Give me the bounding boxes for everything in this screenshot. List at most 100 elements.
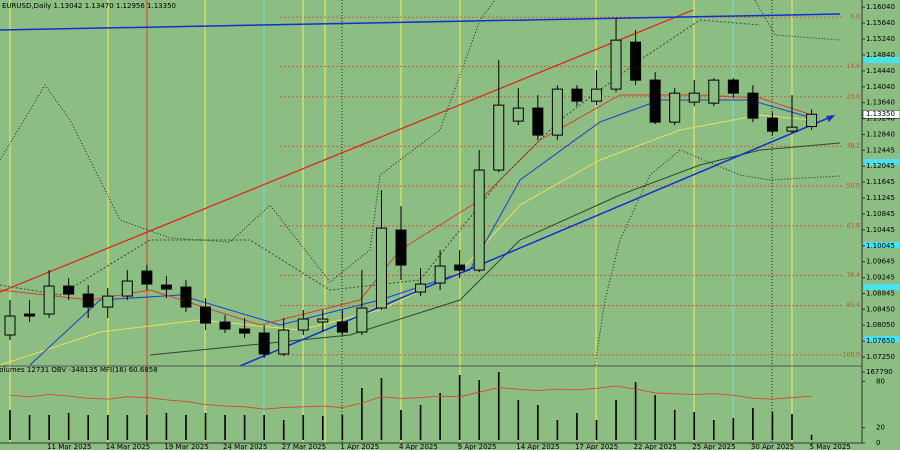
y-tick-label: 1.10045 <box>866 242 895 250</box>
price-label-box <box>862 109 900 119</box>
x-tick-label: 27 Mar 2025 <box>282 443 326 450</box>
candle-body <box>434 265 446 284</box>
candle-body <box>806 113 818 127</box>
fib-label: 23.6 <box>847 93 861 100</box>
y-tick-label: 1.08450 <box>866 305 895 313</box>
axis-marker <box>864 57 900 63</box>
candle-body <box>102 295 114 308</box>
indicator-title: Volumes 12731 OBV -348135 MFI(16) 60.685… <box>0 366 158 374</box>
candle-body <box>336 321 348 333</box>
y-tick-label: 1.14040 <box>866 83 895 91</box>
candle-body <box>630 41 642 81</box>
candle-body <box>395 229 407 266</box>
candle-body <box>239 328 251 334</box>
y-tick-label: 1.10845 <box>866 210 895 218</box>
candle-body <box>180 286 192 308</box>
candle-body <box>727 79 739 94</box>
fib-label: 0.0 <box>850 14 860 21</box>
candle-body <box>278 329 290 355</box>
candle-body <box>160 284 172 290</box>
y-tick-label: 1.16040 <box>866 3 895 11</box>
y-tick-label: 1.15240 <box>866 35 895 43</box>
y-tick-label: 1.07250 <box>866 353 895 361</box>
fib-label: 14.6 <box>847 63 861 70</box>
fib-label: 38.2 <box>847 143 861 150</box>
mfi-line <box>9 385 812 410</box>
x-tick-label: 17 Apr 2025 <box>575 443 618 450</box>
y-tick-label: 1.12445 <box>866 146 895 154</box>
fib-label: 61.8 <box>847 222 861 229</box>
candle-body <box>415 283 427 293</box>
x-tick-label: 11 Mar 2025 <box>47 443 91 450</box>
candle-body <box>258 332 270 355</box>
candle-body <box>454 264 466 271</box>
y-tick-label: 20 <box>876 424 885 432</box>
candle-body <box>121 280 133 297</box>
candle-body <box>493 104 505 171</box>
dotted-line <box>0 19 761 296</box>
y-tick-label: 1.14840 <box>866 51 895 59</box>
candle-body <box>649 79 661 123</box>
y-tick-label: 1.11645 <box>866 178 895 186</box>
candle-body <box>43 285 55 315</box>
fib-label: 50.0 <box>847 183 861 190</box>
candle-body <box>532 107 544 136</box>
y-tick-label: 1.07650 <box>866 337 895 345</box>
arrow-head <box>826 115 835 122</box>
fib-label: 85.4 <box>847 302 861 309</box>
x-tick-label: 30 Apr 2025 <box>751 443 794 450</box>
axis-marker <box>864 242 900 248</box>
y-tick-label: 167790 <box>866 368 893 376</box>
x-tick-label: 22 Apr 2025 <box>634 443 677 450</box>
candle-body <box>297 318 309 331</box>
x-tick-label: 14 Apr 2025 <box>516 443 559 450</box>
candle-body <box>473 169 485 271</box>
candle-body <box>591 88 602 102</box>
candle-body <box>786 126 798 132</box>
candle-body <box>4 315 16 336</box>
candle-body <box>512 107 524 122</box>
fib-label: 76.4 <box>847 272 861 279</box>
axis-highlights <box>864 57 900 342</box>
y-tick-label: 1.08845 <box>866 290 895 298</box>
candle-body <box>317 318 329 323</box>
y-tick-label: 1.09245 <box>866 274 895 282</box>
y-tick-label: 1.11245 <box>866 194 895 202</box>
x-tick-label: 5 May 2025 <box>810 443 851 450</box>
y-tick-label: 0 <box>876 439 880 447</box>
candle-body <box>688 92 700 103</box>
candle-body <box>610 39 622 90</box>
candle-body <box>200 306 211 324</box>
y-tick-label: 1.13640 <box>866 99 895 107</box>
y-tick-label: 1.09645 <box>866 258 895 266</box>
axis-marker <box>864 159 900 165</box>
x-tick-label: 19 Mar 2025 <box>164 443 208 450</box>
y-tick-label: 1.15640 <box>866 19 895 27</box>
candle-body <box>356 307 368 333</box>
candle-body <box>766 117 778 132</box>
y-tick-label: 1.08050 <box>866 321 895 329</box>
candle-body <box>708 79 720 104</box>
x-tick-label: 14 Mar 2025 <box>106 443 150 450</box>
y-tick-label: 80 <box>876 377 885 385</box>
price-label: 1.13350 <box>866 110 895 118</box>
y-tick-label: 1.10445 <box>866 226 895 234</box>
candle-body <box>375 227 387 309</box>
y-tick-label: 1.14440 <box>866 67 895 75</box>
candle-body <box>141 270 153 285</box>
candle-body <box>82 293 94 308</box>
axis-marker <box>864 284 900 290</box>
candle-body <box>63 285 75 295</box>
fib-label: 100.0 <box>843 352 860 359</box>
y-tick-label: 1.13240 <box>866 115 895 123</box>
axis-marker <box>864 336 900 342</box>
y-tick-label: 1.12045 <box>866 162 895 170</box>
candle-body <box>24 313 36 317</box>
candle-body <box>551 88 563 136</box>
trendline-blue <box>0 13 841 31</box>
x-tick-label: 4 Apr 2025 <box>399 443 438 450</box>
x-tick-label: 1 Apr 2025 <box>340 443 379 450</box>
